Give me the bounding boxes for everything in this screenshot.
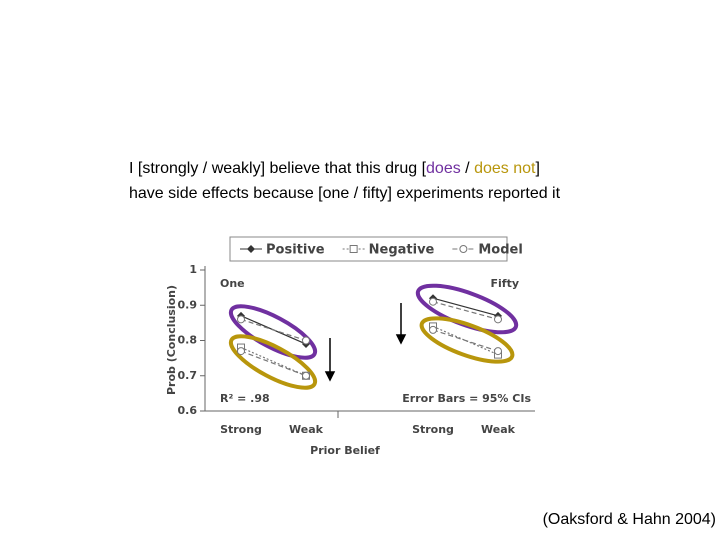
marker <box>302 371 310 380</box>
y-tick-label: 0.8 <box>178 334 198 347</box>
legend-label: Positive <box>266 243 325 258</box>
text: does not <box>474 160 536 177</box>
y-tick-label: 0.6 <box>178 404 198 417</box>
marker <box>429 325 437 334</box>
series-line <box>240 301 499 342</box>
statement-line: have side effects because [one / fifty] … <box>129 185 561 202</box>
arrows <box>324 303 407 382</box>
marker <box>247 245 255 253</box>
ellipse <box>228 304 318 360</box>
ellipse <box>419 316 515 364</box>
text: I [strongly / weakly] believe that this … <box>129 160 427 177</box>
series-line <box>240 329 499 377</box>
text: does <box>426 160 461 177</box>
x-tick-label: Strong <box>412 423 454 436</box>
highlights <box>228 283 519 390</box>
marker <box>494 315 502 324</box>
panel-label: One <box>220 277 245 290</box>
statement-line: I [strongly / weakly] believe that this … <box>129 160 540 178</box>
panel-label: Fifty <box>491 277 520 290</box>
x-tick-label: Weak <box>481 423 516 436</box>
marker <box>349 245 358 253</box>
y-tick-label: 1 <box>189 263 197 276</box>
y-tick-label: 0.9 <box>178 298 198 311</box>
marker <box>429 297 437 306</box>
annotation: Error Bars = 95% CIs <box>402 392 531 405</box>
marker <box>459 245 468 253</box>
legend-label: Model <box>478 243 522 258</box>
arrow-head <box>395 334 407 345</box>
x-tick-label: Strong <box>220 423 262 436</box>
y-label: Prob (Conclusion) <box>165 285 178 395</box>
marker <box>494 347 502 356</box>
y-tick-label: 0.7 <box>178 369 198 382</box>
legend-label: Negative <box>369 243 435 258</box>
marker <box>237 315 245 324</box>
arrow-head <box>324 371 336 382</box>
marker <box>237 347 245 356</box>
annotation: R² = .98 <box>220 392 270 405</box>
x-tick-label: Weak <box>289 423 324 436</box>
text: ] <box>535 160 540 177</box>
text: / <box>460 160 475 177</box>
x-label: Prior Belief <box>310 444 380 457</box>
citation: (Oaksford & Hahn 2004) <box>542 511 716 528</box>
ellipse <box>228 334 318 390</box>
marker <box>302 336 310 345</box>
